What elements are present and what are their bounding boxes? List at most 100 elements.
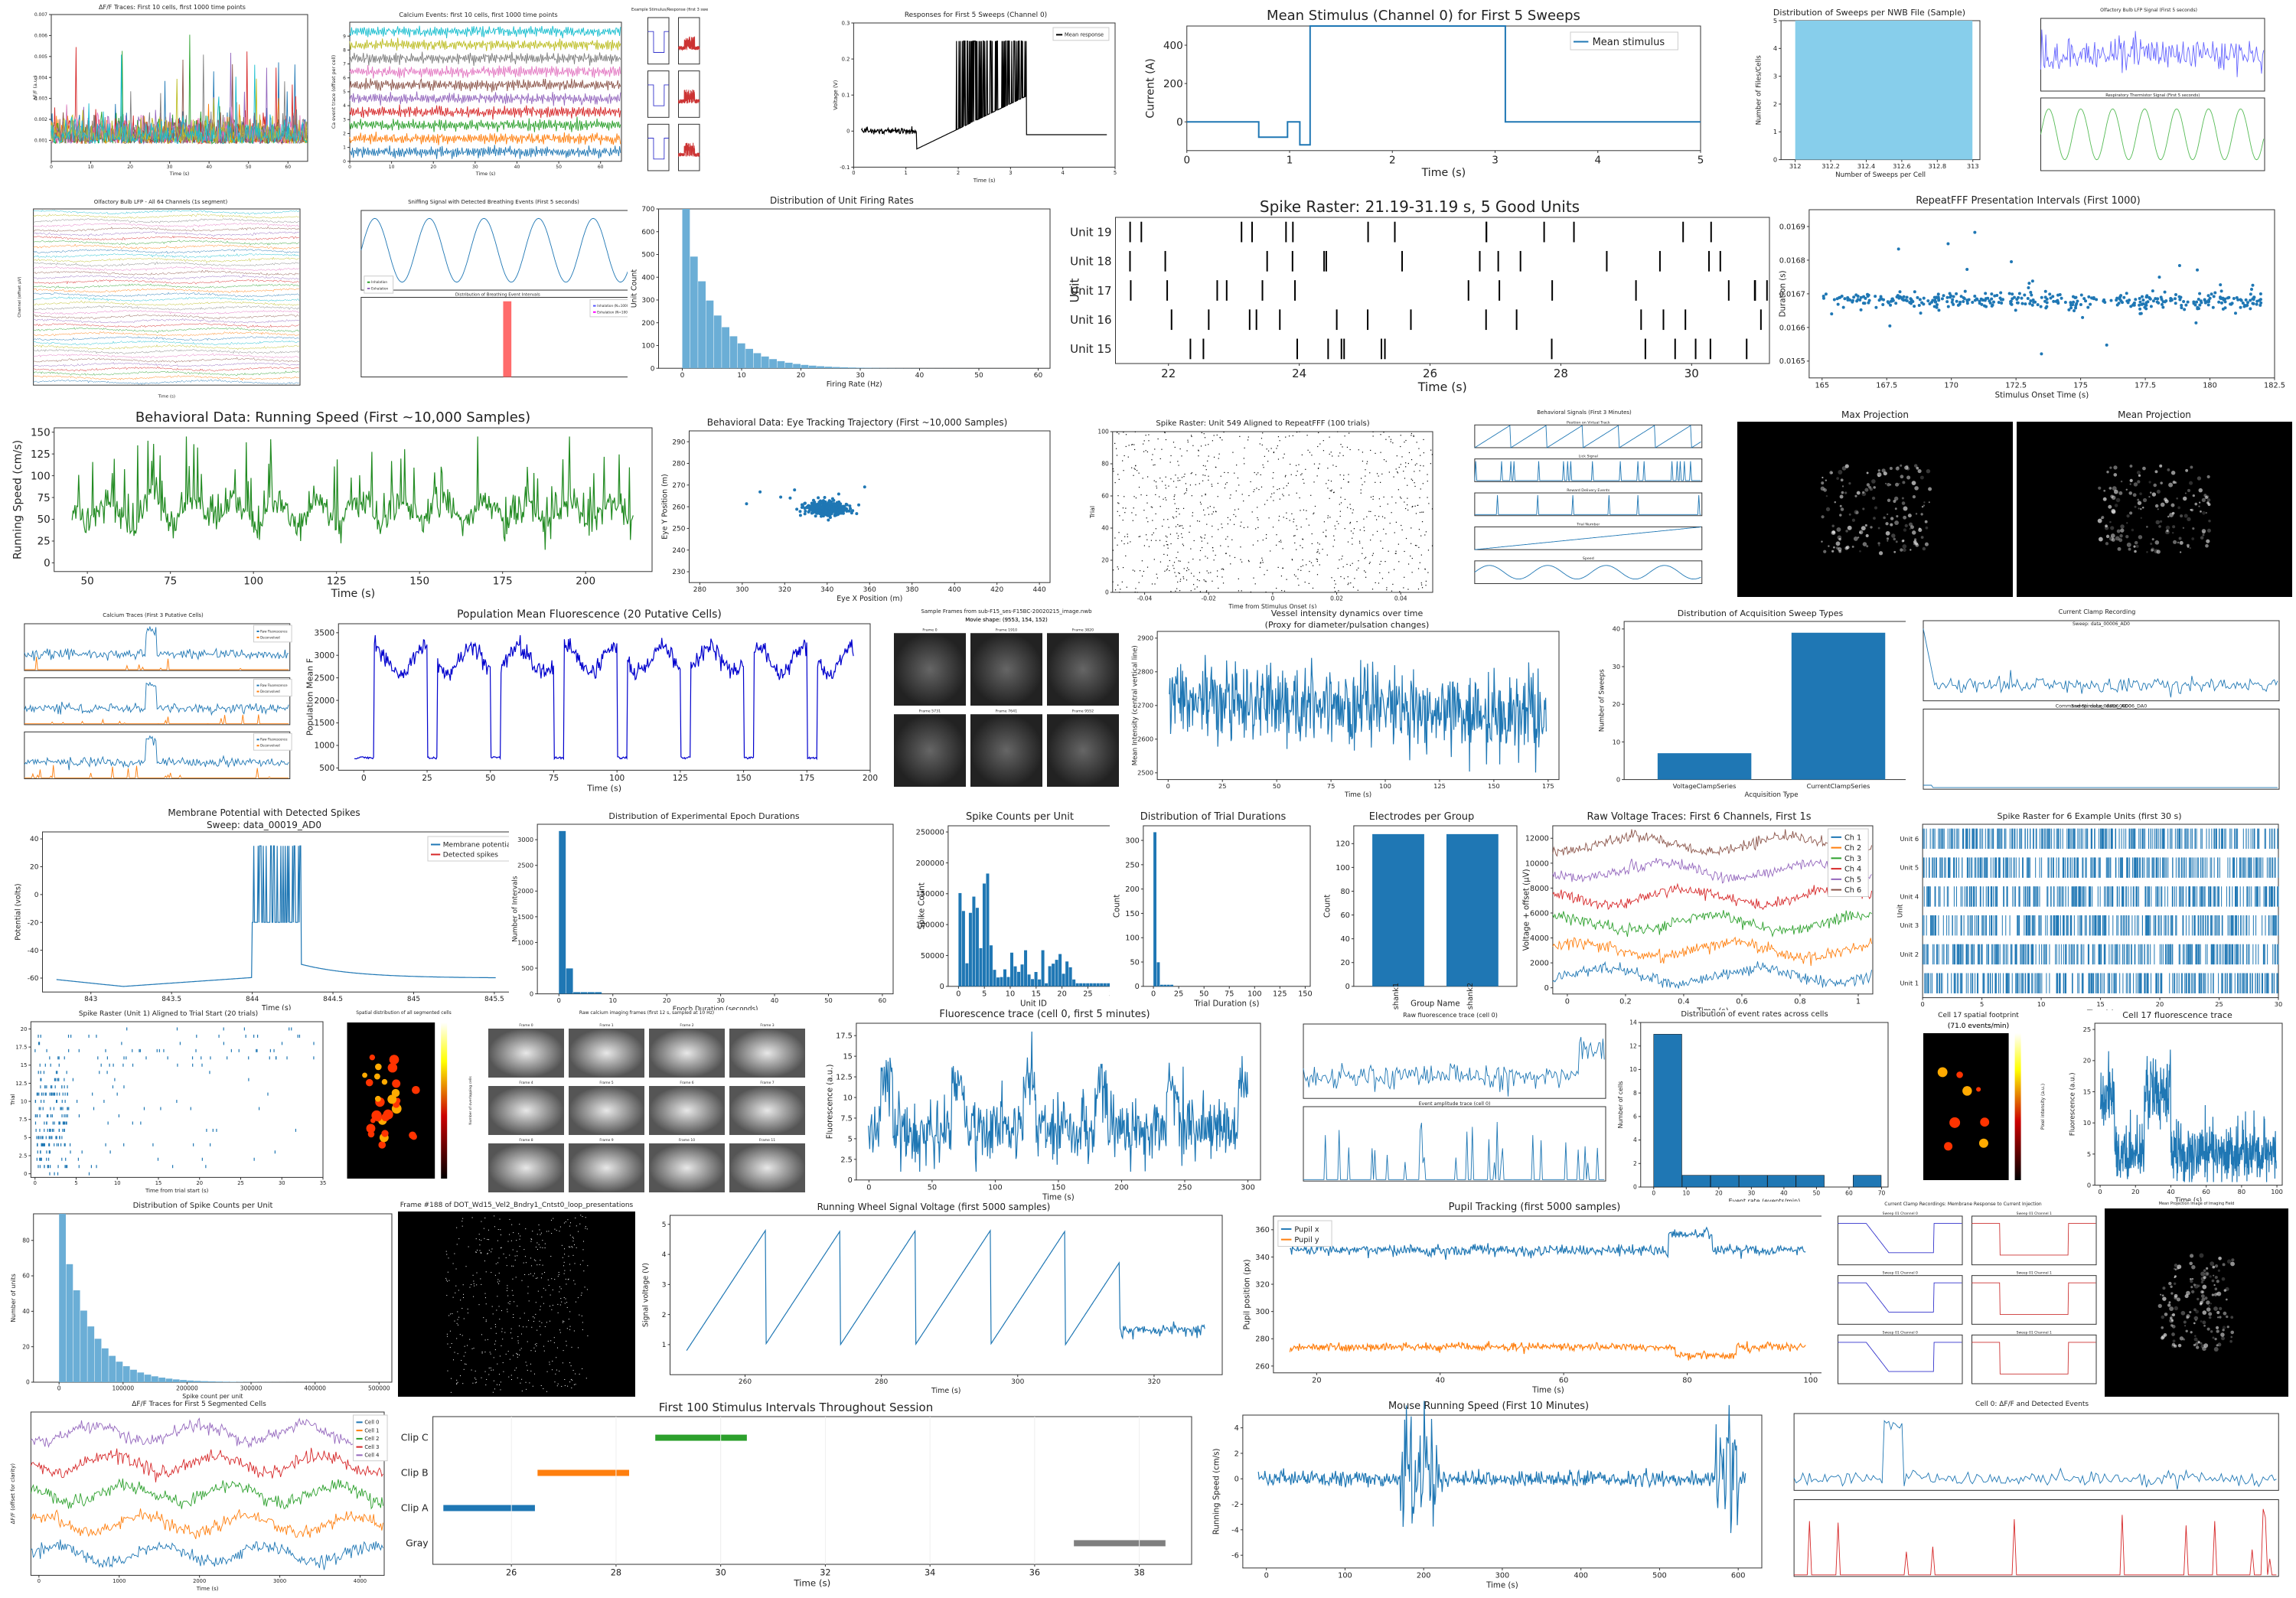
spike-dot (1205, 581, 1207, 582)
data-point (2039, 305, 2043, 308)
spike-dot (1380, 434, 1381, 435)
panel-firingRates: Distribution of Unit Firing Rates 0 10 20 30… (628, 195, 1056, 390)
cell-spot (1851, 545, 1854, 548)
frame-thumbnail (894, 633, 966, 706)
cell-spot (1821, 481, 1825, 485)
y-tick-label: 17.5 (15, 1044, 27, 1050)
series-line (33, 240, 299, 246)
series-line (33, 331, 299, 338)
data-point (2109, 298, 2113, 302)
cell-spot (1866, 483, 1870, 487)
cell-spot (1820, 486, 1825, 491)
data-point (2173, 297, 2177, 301)
x-axis-label: Time (s) (261, 1004, 291, 1013)
cell-spot (2120, 480, 2123, 483)
legend-entry: Membrane potential (443, 842, 513, 850)
spike-dot (269, 1048, 271, 1052)
data-point (2095, 298, 2099, 302)
x-tick-label: 5 (1698, 154, 1704, 166)
frame-label: Frame 7641 (996, 709, 1017, 713)
data-point (2069, 306, 2073, 310)
spike-dot (1255, 528, 1257, 530)
cell-spot (1903, 506, 1908, 511)
spike-dot (248, 1078, 249, 1081)
spike-dot (1322, 549, 1323, 550)
cell-spot (1823, 488, 1827, 492)
spike-dot (1319, 564, 1320, 566)
data-point (1984, 292, 1988, 295)
spike-dot (1183, 476, 1185, 478)
bar (1041, 950, 1045, 987)
spike-dot (274, 1150, 276, 1154)
spike-dot (1380, 481, 1381, 483)
cell-spot (2126, 522, 2128, 524)
y-axis-label: Channel (offset µV) (18, 276, 22, 317)
spike-dot (1225, 538, 1227, 540)
cell-spot (1902, 544, 1907, 549)
data-point (2043, 295, 2047, 299)
data-point (844, 502, 848, 506)
x-tick-label: 0 (34, 1180, 37, 1186)
y-tick-label: 0.0168 (1779, 256, 1805, 265)
spike-dot (1165, 484, 1166, 486)
spike-dot (44, 1063, 46, 1067)
series-line (33, 344, 299, 351)
cell-spot (1838, 550, 1842, 553)
spike-dot (1203, 579, 1205, 581)
y-tick-label: 1000 (517, 938, 533, 946)
x-tick-label: 2 (957, 170, 960, 176)
spike-dot (145, 1056, 147, 1060)
spike-dot (50, 1165, 51, 1169)
cell-spot (1825, 507, 1831, 511)
spike-dot (1376, 473, 1378, 475)
spike-dot (67, 1092, 68, 1096)
spike-dot (1240, 559, 1241, 560)
x-tick-label: 0 (1151, 990, 1156, 999)
data-point (2144, 303, 2148, 307)
legend-entry: Detected spikes (443, 852, 498, 859)
spike-dot (1339, 452, 1341, 454)
data-point (1935, 305, 1939, 309)
axes-frame (536, 823, 894, 995)
data-point (2159, 295, 2163, 299)
y-tick-label: 1000 (315, 742, 335, 751)
cell-blob (362, 1072, 368, 1078)
axes-frame (30, 1021, 324, 1178)
data-point (2198, 303, 2202, 307)
x-tick-label: 0 (1270, 595, 1274, 602)
cell-spot (1854, 494, 1857, 497)
series-line (33, 305, 299, 311)
spike-dot (1178, 508, 1179, 510)
legend-box (253, 679, 292, 697)
y-tick-label: 2700 (1137, 702, 1153, 709)
spike-dot (1394, 532, 1395, 533)
spike-dot (1302, 538, 1303, 540)
legend-box (253, 625, 292, 643)
y-tick-label: 4 (1773, 44, 1777, 52)
data-point (2207, 298, 2211, 302)
spike-dot (1419, 497, 1420, 498)
data-point (2125, 292, 2128, 295)
y-tick-label: 20 (1613, 700, 1621, 708)
spike-dot (1232, 452, 1234, 453)
spike-dot (97, 1056, 99, 1060)
spike-dot (1395, 553, 1397, 554)
data-point (2040, 295, 2043, 299)
data-point (2186, 300, 2190, 304)
cell-spot (1924, 520, 1928, 523)
spike-dot (1431, 454, 1433, 455)
series-line (33, 283, 299, 289)
data-point (827, 499, 831, 503)
bar (1657, 753, 1752, 780)
spike-dot (1253, 491, 1254, 493)
x-tick-label: 30 (716, 996, 725, 1004)
frame-thumbnail (970, 633, 1042, 706)
frame-thumbnail (970, 714, 1042, 787)
y-tick-label: 100000 (916, 921, 944, 930)
spike-dot (1212, 550, 1214, 552)
spike-dot (1414, 544, 1417, 546)
spike-dot (1350, 582, 1352, 584)
data-point (2249, 307, 2252, 311)
cell-spot (1895, 540, 1898, 543)
subplot-frame (1474, 526, 1703, 550)
